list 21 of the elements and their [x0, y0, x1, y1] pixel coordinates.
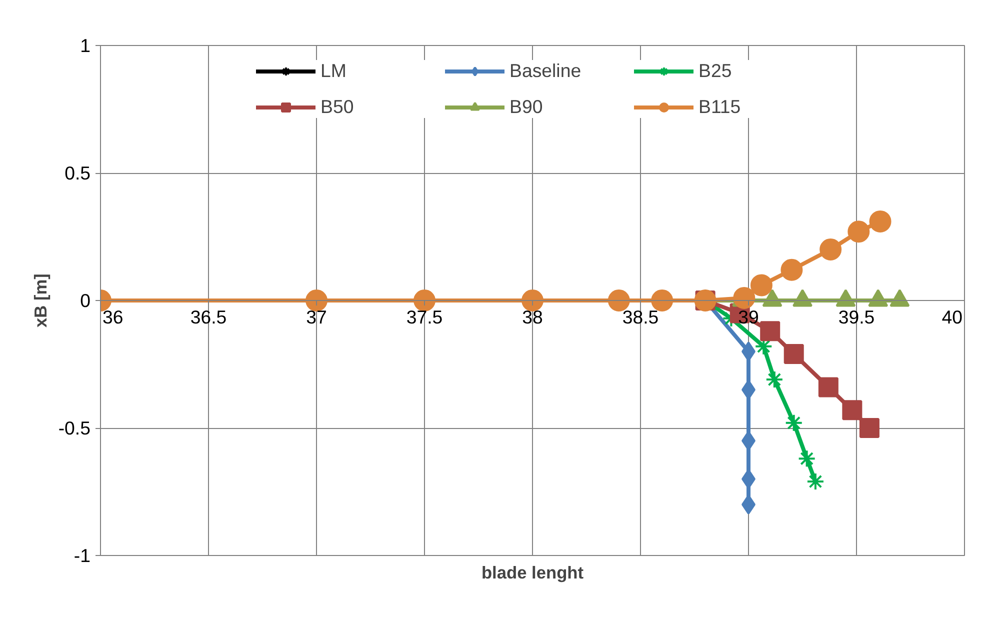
- legend-label: LM: [320, 60, 348, 82]
- x-tick-label: 38.5: [622, 306, 659, 328]
- legend-label: B90: [510, 96, 544, 118]
- x-tick-label: 40: [942, 306, 963, 328]
- legend-label: B115: [698, 96, 742, 118]
- x-tick-label: 37: [306, 306, 327, 328]
- x-tick-label: 37.5: [406, 306, 443, 328]
- y-axis-title: xB [m]: [30, 274, 50, 328]
- legend-label: Baseline: [510, 60, 582, 82]
- y-tick-label: 1: [80, 35, 91, 56]
- legend-label: B50: [320, 96, 355, 118]
- x-tick-label: 38: [522, 306, 543, 328]
- y-tick-label: -1: [74, 545, 91, 566]
- y-tick-label: -0.5: [58, 418, 91, 438]
- y-tick-label: 0.5: [64, 162, 91, 184]
- x-tick-label: 36: [102, 306, 124, 328]
- x-tick-label: 39.5: [838, 306, 875, 328]
- y-tick-label: 0: [80, 290, 91, 311]
- x-tick-label: 36.5: [190, 306, 227, 328]
- legend-label: B25: [698, 60, 733, 82]
- x-axis-title: blade lenght: [481, 562, 584, 582]
